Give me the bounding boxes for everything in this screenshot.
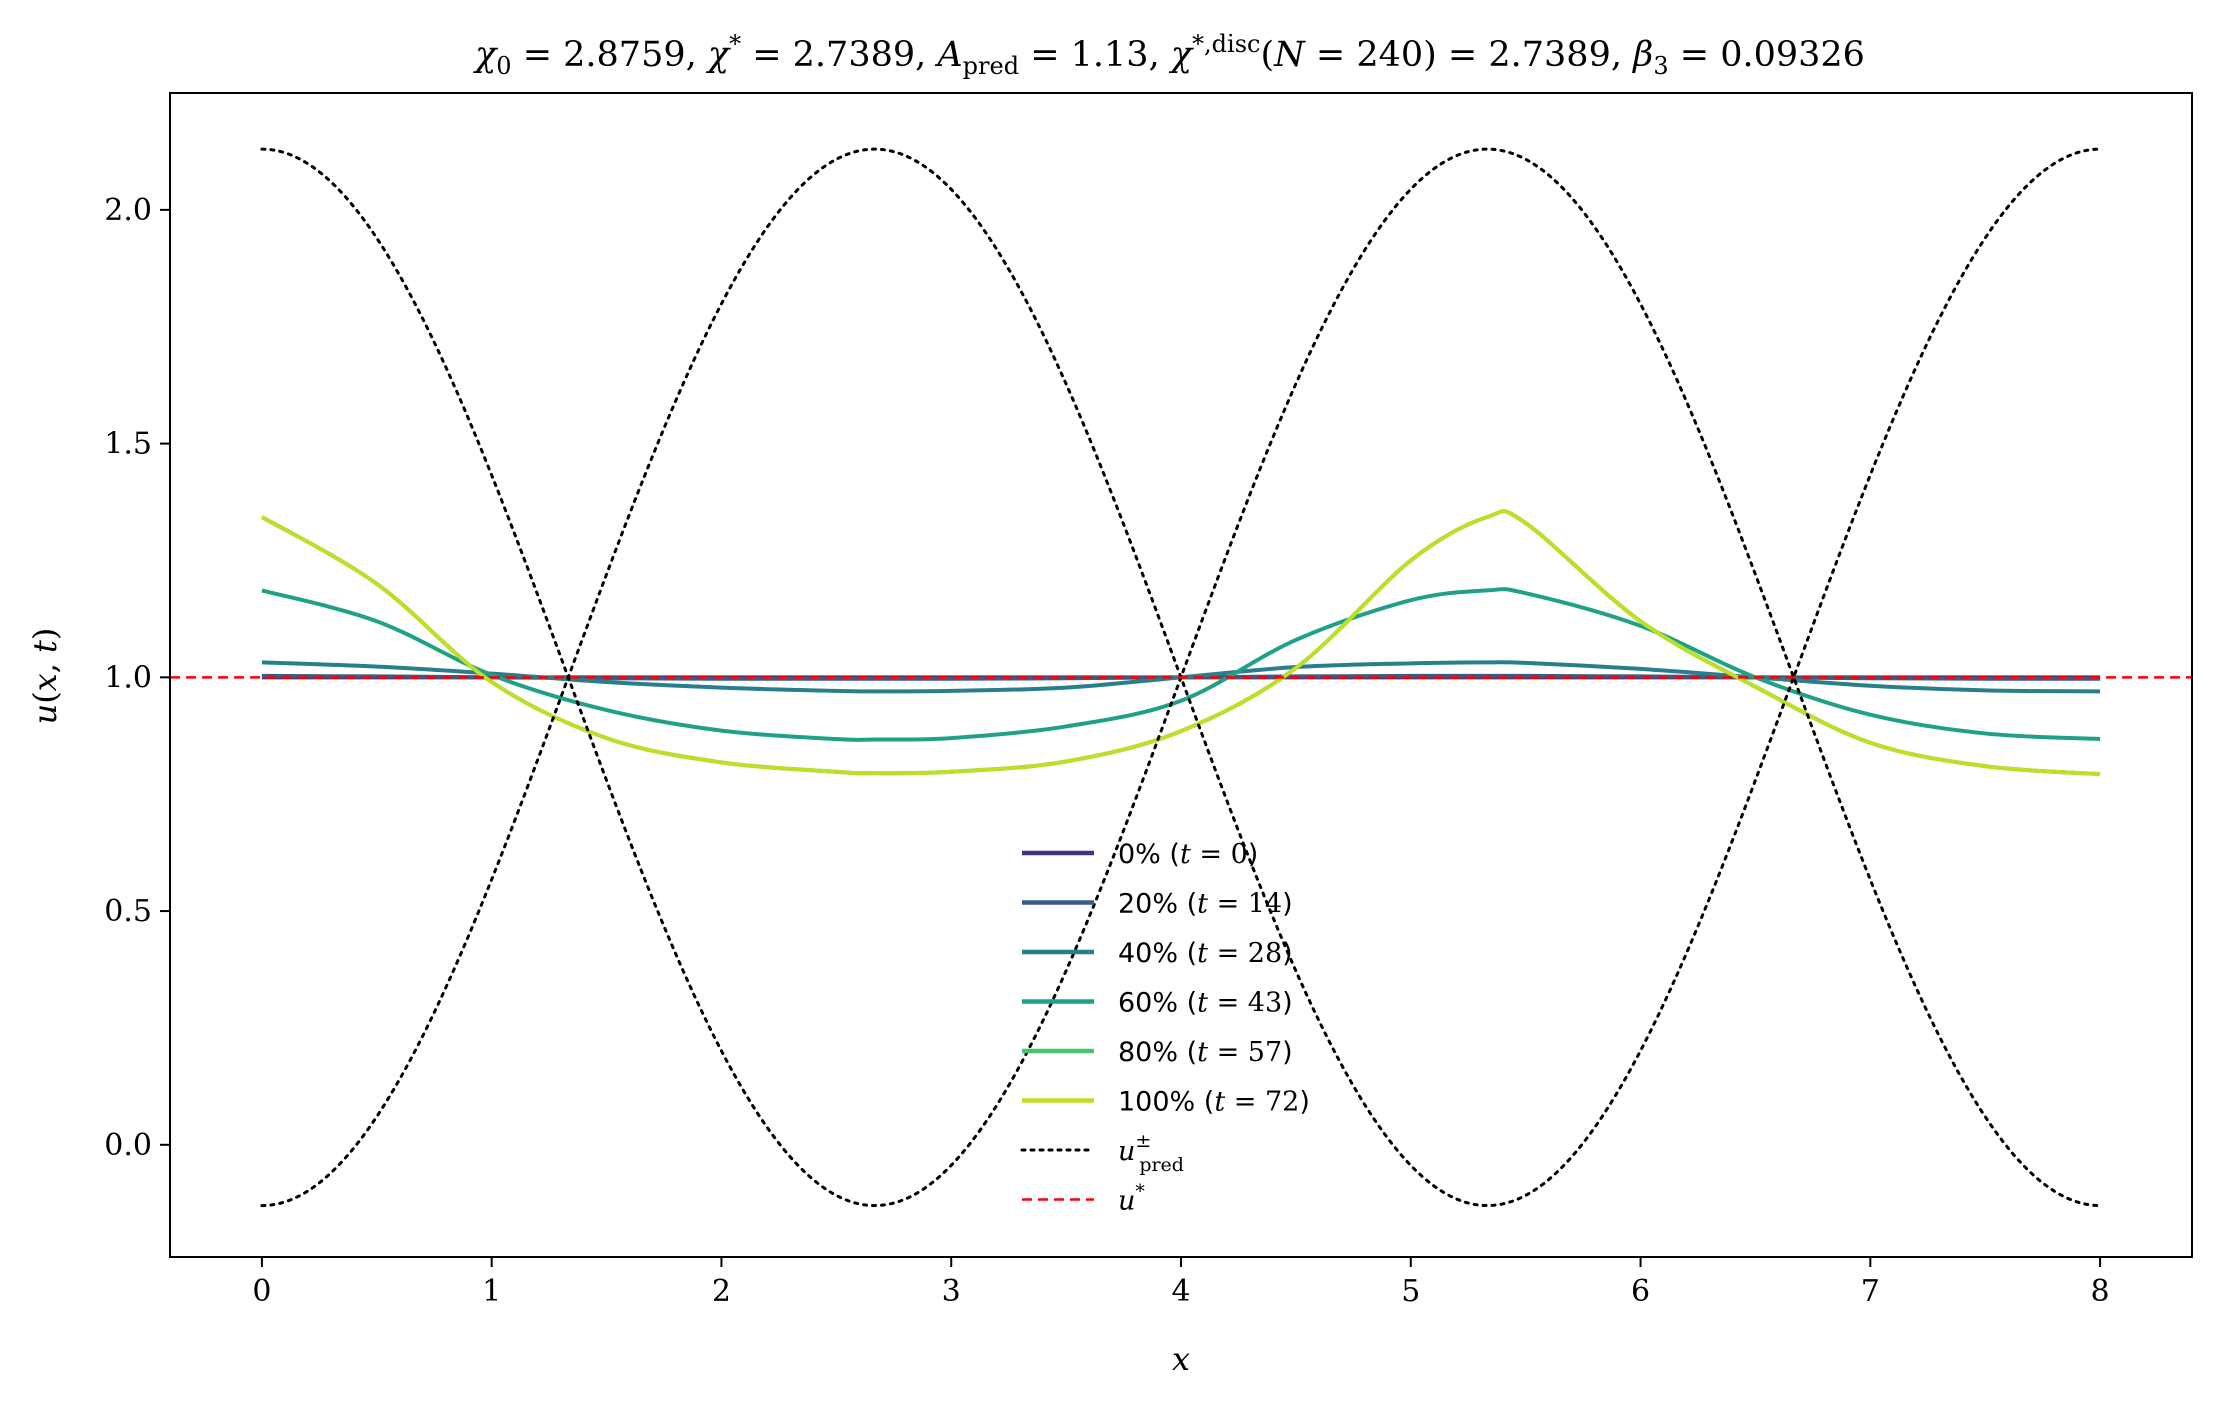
- x-tick-label: 3: [942, 1274, 961, 1309]
- y-tick-label: 0.0: [104, 1128, 152, 1163]
- y-axis-label: u(x, t): [26, 628, 64, 725]
- legend-label: 0% (t = 0): [1118, 839, 1258, 870]
- x-tick-label: 1: [482, 1274, 501, 1309]
- x-tick-label: 5: [1401, 1274, 1420, 1309]
- legend-label: 80% (t = 57): [1118, 1037, 1293, 1068]
- x-axis-label: x: [1172, 1340, 1190, 1378]
- y-tick-label: 0.5: [104, 894, 152, 929]
- chart-title: χ0 = 2.8759, χ* = 2.7389, Apred = 1.13, …: [472, 30, 1865, 80]
- plot-lines: [170, 147, 2192, 1208]
- legend-label: u*: [1118, 1181, 1145, 1217]
- x-tick-label: 8: [2091, 1274, 2110, 1309]
- x-tick-label: 2: [712, 1274, 731, 1309]
- series-line-5: [260, 509, 2101, 777]
- x-tick-label: 7: [1861, 1274, 1880, 1309]
- x-tick-label: 4: [1171, 1274, 1190, 1309]
- y-tick-label: 2.0: [104, 193, 152, 228]
- y-tick-label: 1.0: [104, 660, 152, 695]
- y-axis-ticks: 0.0 0.5 1.0 1.5 2.0: [104, 193, 170, 1163]
- x-tick-label: 0: [252, 1274, 271, 1309]
- legend-label: 60% (t = 43): [1118, 988, 1293, 1019]
- legend: 0% (t = 0) 20% (t = 14) 40% (t = 28) 60% (t…: [1020, 839, 1310, 1217]
- legend-label: 100% (t = 72): [1118, 1087, 1310, 1118]
- series-line-3: [261, 587, 2101, 742]
- legend-label: 20% (t = 14): [1118, 889, 1293, 920]
- y-tick-label: 1.5: [104, 427, 152, 462]
- x-axis-ticks: 0 1 2 3 4 5 6 7 8: [252, 1257, 2110, 1309]
- legend-label: u± pred: [1118, 1130, 1184, 1176]
- x-tick-label: 6: [1631, 1274, 1650, 1309]
- legend-label: 40% (t = 28): [1118, 938, 1293, 969]
